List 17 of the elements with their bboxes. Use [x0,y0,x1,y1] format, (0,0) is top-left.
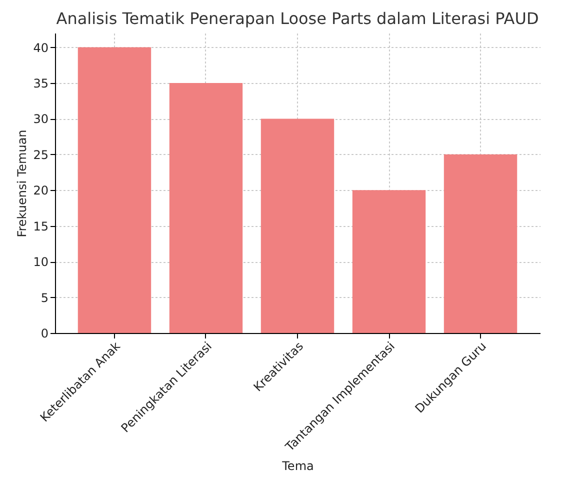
y-tick-label: 15 [33,219,48,234]
bar [444,154,518,333]
y-axis-title: Frekuensi Temuan [15,130,30,238]
bar [169,83,243,333]
y-tick-label: 25 [33,148,48,162]
chart-title: Analisis Tematik Penerapan Loose Parts dalam Literasi PAUD [56,9,539,28]
y-tick-label: 10 [33,255,48,270]
y-tick-label: 30 [33,112,48,126]
y-tick-label: 20 [33,184,48,198]
x-axis-title: Tema [281,459,314,474]
bar [260,118,334,333]
y-tick-label: 35 [33,76,48,90]
bar [352,190,426,333]
y-tick-label: 0 [40,326,48,340]
y-tick-label: 40 [33,40,48,55]
bar [78,47,152,333]
y-tick-label: 5 [40,290,48,305]
